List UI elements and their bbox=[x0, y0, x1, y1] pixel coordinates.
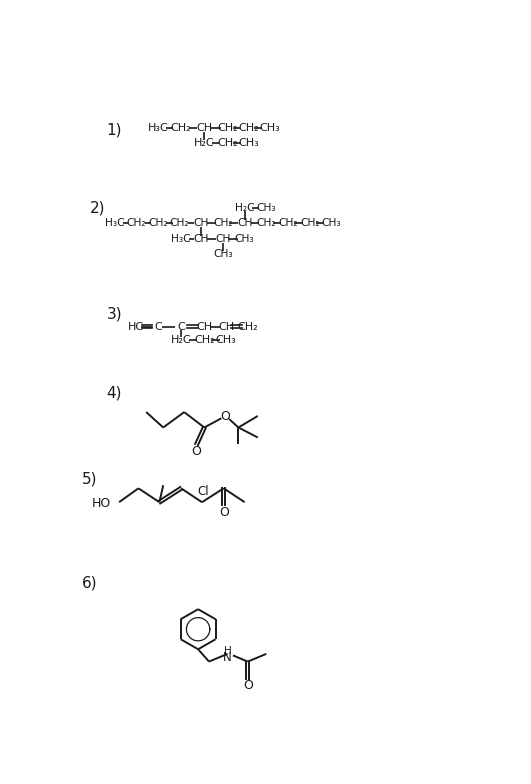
Text: CH₃: CH₃ bbox=[256, 203, 276, 213]
Text: 4): 4) bbox=[107, 386, 122, 401]
Text: H: H bbox=[224, 646, 232, 655]
Text: CH: CH bbox=[193, 219, 209, 228]
Text: H₃C: H₃C bbox=[105, 219, 125, 228]
Text: CH₂: CH₂ bbox=[238, 123, 259, 133]
Text: CH: CH bbox=[193, 234, 209, 244]
Text: CH₂: CH₂ bbox=[170, 219, 190, 228]
Text: C: C bbox=[154, 321, 162, 332]
Text: 1): 1) bbox=[107, 123, 122, 138]
Text: CH: CH bbox=[196, 123, 212, 133]
Text: CH₂: CH₂ bbox=[217, 137, 238, 147]
Text: CH₃: CH₃ bbox=[235, 234, 254, 244]
Text: CH₂: CH₂ bbox=[278, 219, 298, 228]
Text: Cl: Cl bbox=[197, 485, 209, 498]
Text: CH₂: CH₂ bbox=[171, 123, 191, 133]
Text: C: C bbox=[177, 321, 185, 332]
Text: H₃C: H₃C bbox=[148, 123, 168, 133]
Text: 5): 5) bbox=[82, 472, 97, 487]
Text: CH₂: CH₂ bbox=[237, 321, 258, 332]
Text: O: O bbox=[243, 679, 253, 692]
Text: CH: CH bbox=[218, 321, 234, 332]
Text: CH₂: CH₂ bbox=[194, 336, 215, 346]
Text: CH₃: CH₃ bbox=[260, 123, 280, 133]
Text: HO: HO bbox=[92, 497, 112, 510]
Text: 2): 2) bbox=[90, 201, 105, 216]
Text: CH₃: CH₃ bbox=[322, 219, 341, 228]
Text: 3): 3) bbox=[107, 306, 122, 321]
Text: HC: HC bbox=[128, 321, 144, 332]
Text: CH₂: CH₂ bbox=[126, 219, 146, 228]
Text: H₂C: H₂C bbox=[171, 336, 191, 346]
Text: O: O bbox=[191, 445, 201, 458]
Text: O: O bbox=[219, 506, 229, 519]
Text: O: O bbox=[220, 410, 230, 423]
Text: CH₃: CH₃ bbox=[213, 249, 233, 260]
Text: CH₂: CH₂ bbox=[256, 219, 276, 228]
Text: N: N bbox=[223, 652, 232, 664]
Text: CH₂: CH₂ bbox=[300, 219, 320, 228]
Text: CH: CH bbox=[237, 219, 252, 228]
Text: CH₂: CH₂ bbox=[213, 219, 233, 228]
Text: CH₃: CH₃ bbox=[216, 336, 236, 346]
Text: 6): 6) bbox=[82, 575, 98, 590]
Text: CH₂: CH₂ bbox=[217, 123, 238, 133]
Text: CH₃: CH₃ bbox=[238, 137, 259, 147]
Text: CH₂: CH₂ bbox=[148, 219, 168, 228]
Text: CH: CH bbox=[215, 234, 230, 244]
Text: H₃C: H₃C bbox=[172, 234, 191, 244]
Text: CH: CH bbox=[196, 321, 212, 332]
Text: H₂C: H₂C bbox=[194, 137, 215, 147]
Text: H₂C: H₂C bbox=[235, 203, 254, 213]
